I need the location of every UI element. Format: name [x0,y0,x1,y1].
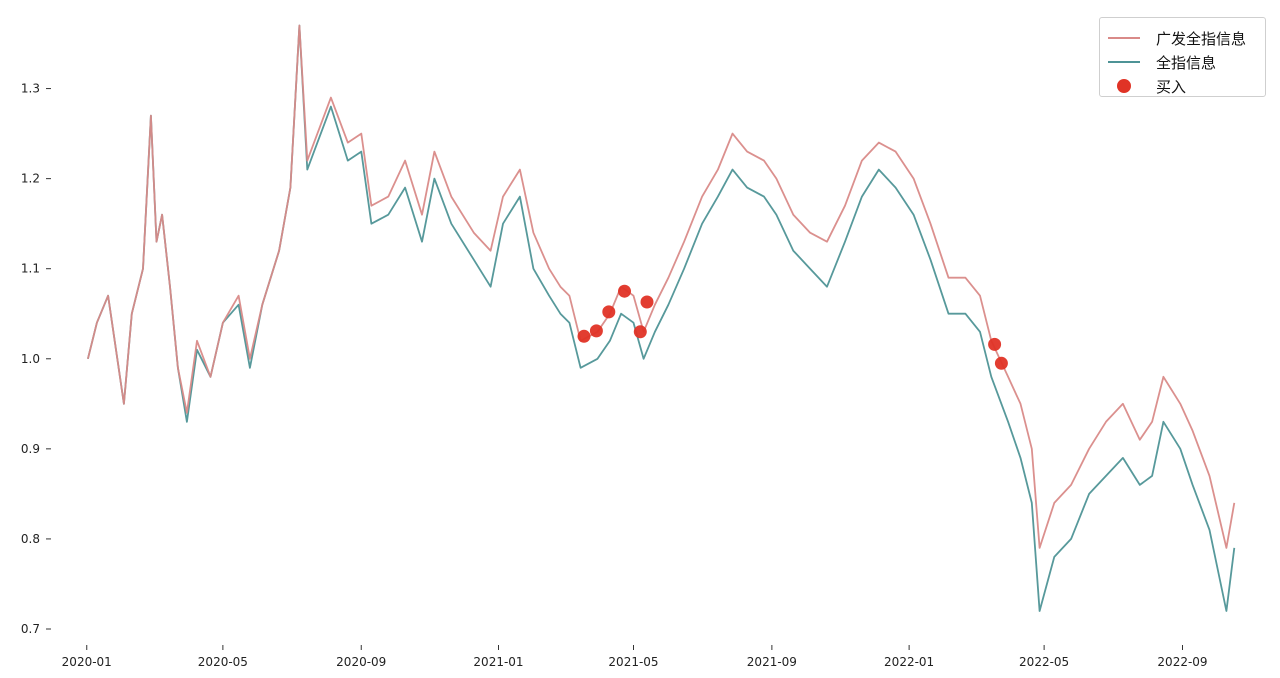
buy-point [994,356,1008,370]
y-axis: 0.7 0.8 0.9 1.0 1.1 1.2 1.3 [21,82,51,636]
y-tick-label: 1.0 [21,352,40,366]
legend-item-buy: 买入 [1100,74,1265,98]
buy-point [618,284,631,298]
x-axis: 2020-01 2020-05 2020-09 2021-01 2021-05 2021-… [62,645,1208,669]
x-tick-label: 2022-01 [884,655,934,669]
buy-point [589,324,603,338]
legend-item-series-1: 广发全指信息 [1100,26,1265,50]
y-tick-label: 0.8 [21,532,40,546]
y-tick-label: 0.7 [21,622,40,636]
y-tick-label: 0.9 [21,442,40,456]
x-tick-label: 2020-05 [198,655,248,669]
buy-markers [577,284,1008,370]
buy-point [988,337,1002,351]
legend-label-series-1: 广发全指信息 [1156,30,1247,48]
x-tick-label: 2021-05 [608,655,658,669]
y-tick-label: 1.1 [21,262,40,276]
legend-label-buy: 买入 [1156,78,1187,96]
buy-point [640,295,654,309]
legend: 广发全指信息 全指信息 买入 [1099,17,1266,97]
buy-point [577,329,591,343]
y-tick-label: 1.3 [21,82,40,96]
buy-point [602,305,616,319]
x-tick-label: 2022-05 [1019,655,1069,669]
x-tick-label: 2022-09 [1157,655,1207,669]
legend-swatch-buy [1117,79,1131,93]
legend-swatch-series-1 [1108,37,1140,39]
legend-swatch-series-2 [1108,61,1140,63]
x-tick-label: 2020-01 [62,655,112,669]
series-layer [87,24,1236,612]
x-tick-label: 2020-09 [336,655,386,669]
x-tick-label: 2021-09 [747,655,797,669]
x-tick-label: 2021-01 [473,655,523,669]
y-tick-label: 1.2 [21,172,40,186]
buy-point [633,325,647,339]
series-line-guangfa [87,24,1236,549]
legend-label-series-2: 全指信息 [1156,54,1217,72]
legend-item-series-2: 全指信息 [1100,50,1265,74]
